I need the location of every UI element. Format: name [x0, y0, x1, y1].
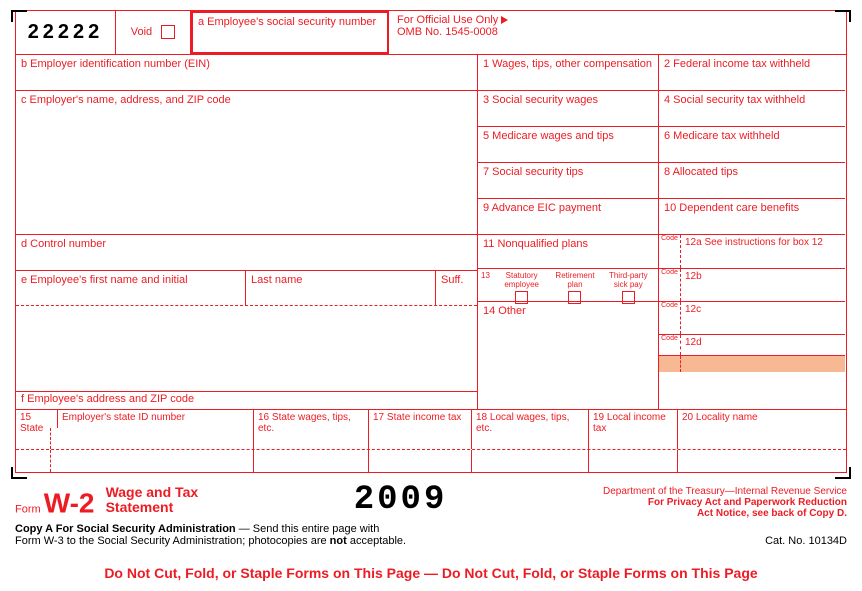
box-13-thirdparty: Third-party sick pay	[602, 271, 655, 299]
state-r2-c5[interactable]	[472, 450, 589, 472]
crop-mark-tr	[835, 10, 851, 22]
state-r1-c7[interactable]	[678, 428, 846, 449]
box-12-shaded	[659, 356, 845, 372]
box-a-ssn[interactable]: a Employee's social security number	[191, 11, 389, 54]
code-22222: 22222	[16, 11, 116, 54]
box-19: 19 Local income tax	[589, 410, 678, 428]
box-3[interactable]: 3 Social security wages	[478, 91, 658, 127]
state-r1-c1[interactable]	[16, 428, 51, 449]
statutory-checkbox[interactable]	[515, 291, 528, 304]
box-8[interactable]: 8 Allocated tips	[659, 163, 845, 199]
header-row: 22222 Void a Employee's social security …	[16, 11, 846, 55]
employee-address-area[interactable]	[16, 306, 477, 391]
box-lastname[interactable]: Last name	[246, 271, 435, 305]
box-20: 20 Locality name	[678, 410, 846, 428]
mid-column: 1 Wages, tips, other compensation 3 Soci…	[478, 55, 659, 409]
copy-a-line2: Form W-3 to the Social Security Administ…	[15, 535, 847, 547]
crop-mark-bl	[11, 467, 27, 479]
state-r2-c2[interactable]	[51, 450, 254, 472]
state-r1-c2[interactable]	[51, 428, 254, 449]
state-r2-c6[interactable]	[589, 450, 678, 472]
form-title: Form W-2 Wage and TaxStatement	[15, 485, 198, 519]
omb-label: OMB No. 1545-0008	[397, 26, 498, 38]
main-grid: b Employer identification number (EIN) c…	[16, 55, 846, 410]
void-cell: Void	[116, 11, 191, 54]
box-10[interactable]: 10 Dependent care benefits	[659, 199, 845, 235]
box-d[interactable]: d Control number	[16, 235, 477, 271]
state-r1-c6[interactable]	[589, 428, 678, 449]
box-c[interactable]: c Employer's name, address, and ZIP code	[16, 91, 477, 235]
do-not-cut: Do Not Cut, Fold, or Staple Forms on Thi…	[15, 565, 847, 581]
state-r1-c5[interactable]	[472, 428, 589, 449]
box-12b[interactable]: Code12b	[659, 269, 845, 302]
tax-year: 2009	[354, 481, 448, 519]
void-checkbox[interactable]	[161, 25, 175, 39]
w2-form: 22222 Void a Employee's social security …	[11, 10, 851, 581]
box-2[interactable]: 2 Federal income tax withheld	[659, 55, 845, 91]
box-16: 16 State wages, tips, etc.	[254, 410, 369, 428]
box-13: 13 Statutory employee Retirement plan Th…	[478, 269, 658, 302]
box-13-statutory: Statutory employee	[495, 271, 548, 299]
left-column: b Employer identification number (EIN) c…	[16, 55, 478, 409]
box-14[interactable]: 14 Other	[478, 302, 658, 372]
state-r1-c4[interactable]	[369, 428, 472, 449]
form-footer: Form W-2 Wage and TaxStatement 2009 Depa…	[15, 481, 847, 581]
box-7[interactable]: 7 Social security tips	[478, 163, 658, 199]
state-r1-c3[interactable]	[254, 428, 369, 449]
box-4[interactable]: 4 Social security tax withheld	[659, 91, 845, 127]
box-9[interactable]: 9 Advance EIC payment	[478, 199, 658, 235]
box-11[interactable]: 11 Nonqualified plans	[478, 235, 658, 269]
box-15-state: 15 State	[16, 410, 58, 428]
retirement-checkbox[interactable]	[568, 291, 581, 304]
box-e-firstname[interactable]: e Employee's first name and initial	[16, 271, 246, 305]
state-section: 15 State Employer's state ID number 16 S…	[16, 410, 846, 472]
thirdparty-checkbox[interactable]	[622, 291, 635, 304]
name-row: e Employee's first name and initial Last…	[16, 271, 477, 305]
box-1[interactable]: 1 Wages, tips, other compensation	[478, 55, 658, 91]
box-12d[interactable]: Code12d	[659, 335, 845, 356]
box-12c[interactable]: Code12c	[659, 302, 845, 335]
box-f: f Employee's address and ZIP code	[16, 391, 477, 409]
crop-mark-br	[835, 467, 851, 479]
state-r2-c3[interactable]	[254, 450, 369, 472]
void-label: Void	[131, 26, 152, 38]
copy-a-line: Copy A For Social Security Administratio…	[15, 523, 847, 535]
box-13-retirement: Retirement plan	[548, 271, 601, 299]
box-13-num: 13	[481, 271, 495, 299]
right-column: 2 Federal income tax withheld 4 Social s…	[659, 55, 845, 409]
box-18: 18 Local wages, tips, etc.	[472, 410, 589, 428]
crop-mark-tl	[11, 10, 27, 22]
box-b[interactable]: b Employer identification number (EIN)	[16, 55, 477, 91]
box-5[interactable]: 5 Medicare wages and tips	[478, 127, 658, 163]
state-r2-c4[interactable]	[369, 450, 472, 472]
box-employer-state-id: Employer's state ID number	[58, 410, 254, 428]
dept-treasury: Department of the Treasury—Internal Reve…	[603, 486, 847, 519]
official-label: For Official Use Only	[397, 14, 498, 26]
box-17: 17 State income tax	[369, 410, 472, 428]
state-r2-c7[interactable]	[678, 450, 846, 472]
box-12a[interactable]: Code 12a See instructions for box 12	[659, 235, 845, 269]
official-use: For Official Use Only OMB No. 1545-0008	[389, 11, 846, 54]
box-6[interactable]: 6 Medicare tax withheld	[659, 127, 845, 163]
cat-no: Cat. No. 10134D	[765, 535, 847, 547]
box-suffix[interactable]: Suff.	[435, 271, 477, 305]
triangle-icon	[501, 16, 508, 24]
